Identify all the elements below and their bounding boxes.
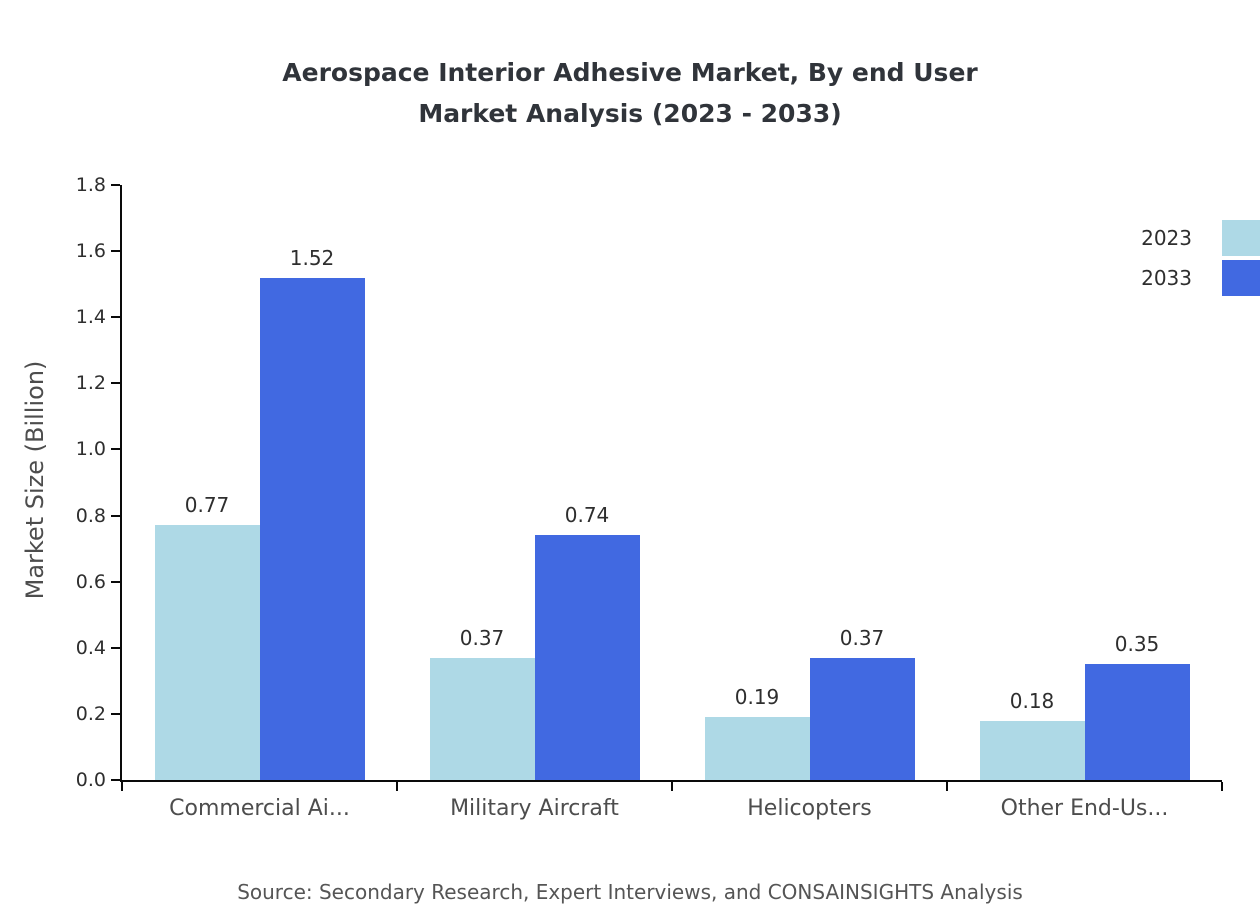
y-tick-mark — [111, 184, 120, 186]
bar-2023-commercial-ai-[interactable] — [154, 525, 260, 780]
chart-title-line1: Aerospace Interior Adhesive Market, By e… — [282, 58, 978, 87]
bar-value-label: 0.37 — [459, 625, 505, 650]
bar-2033-commercial-ai-[interactable] — [259, 277, 365, 780]
y-tick-mark — [111, 448, 120, 451]
chart-title-line2: Market Analysis (2023 - 2033) — [418, 99, 842, 128]
plot-area: 0.0 0.2 0.4 0.6 0.8 1.0 1.2 1.4 1.6 1.8 0.77 1.52 Co… — [76, 174, 1223, 821]
y-tick-mark — [111, 250, 120, 253]
legend-swatch-2033 — [1222, 260, 1260, 296]
x-tick-mark — [121, 782, 123, 791]
y-tick-mark — [111, 382, 120, 385]
x-category-label: Military Aircraft — [450, 796, 619, 821]
y-tick-label: 0.4 — [75, 636, 106, 659]
legend-item-2033[interactable]: 2033 — [1141, 260, 1260, 296]
bar-2023-military-aircraft[interactable] — [429, 657, 535, 780]
y-tick-label: 0.8 — [75, 504, 106, 527]
bar-value-label: 0.37 — [839, 625, 885, 650]
bar-2023-other-end-us-[interactable] — [979, 720, 1085, 780]
x-category-label: Helicopters — [747, 796, 872, 821]
y-axis-title: Market Size (Billion) — [21, 360, 49, 600]
y-tick-label: 0.6 — [75, 570, 106, 593]
y-tick-label: 1.8 — [75, 174, 106, 196]
x-category-label: Other End-Us... — [1000, 796, 1169, 821]
legend-item-2023[interactable]: 2023 — [1141, 220, 1260, 256]
y-tick-label: 0.0 — [75, 769, 106, 791]
bar-value-label: 0.77 — [184, 493, 230, 518]
x-category-label: Commercial Ai... — [169, 796, 350, 821]
y-tick-label: 1.6 — [75, 240, 106, 263]
bar-value-label: 1.52 — [289, 245, 335, 270]
legend-label-2033: 2033 — [1141, 266, 1192, 290]
y-tick-mark — [111, 580, 120, 583]
x-tick-mark — [671, 782, 673, 791]
bar-value-label: 0.19 — [734, 685, 780, 710]
bar-value-label: 0.35 — [1114, 632, 1160, 657]
bar-2033-helicopters[interactable] — [809, 657, 915, 780]
bar-value-label: 0.74 — [564, 503, 610, 528]
chart-title: Aerospace Interior Adhesive Market, By e… — [0, 52, 1260, 134]
y-tick-mark — [111, 316, 120, 319]
bar-2023-helicopters[interactable] — [704, 717, 810, 780]
y-tick-mark — [111, 646, 120, 649]
x-tick-mark — [946, 782, 948, 791]
y-tick-mark — [111, 712, 120, 715]
y-tick-label: 1.0 — [75, 438, 106, 461]
legend-swatch-2023 — [1222, 220, 1260, 256]
y-tick-label: 1.2 — [75, 372, 106, 395]
bar-value-label: 0.18 — [1009, 688, 1055, 713]
x-tick-mark — [396, 782, 398, 791]
legend-label-2023: 2023 — [1141, 226, 1192, 250]
bar-2033-other-end-us-[interactable] — [1084, 664, 1190, 780]
y-tick-label: 0.2 — [75, 702, 106, 725]
bar-2033-military-aircraft[interactable] — [534, 535, 640, 780]
y-tick-mark — [111, 779, 120, 781]
y-tick-mark — [111, 514, 120, 517]
source-attribution: Source: Secondary Research, Expert Inter… — [237, 880, 1023, 904]
y-tick-label: 1.4 — [75, 306, 106, 329]
legend: 2023 2033 — [1141, 220, 1260, 300]
x-tick-mark — [1221, 782, 1223, 791]
